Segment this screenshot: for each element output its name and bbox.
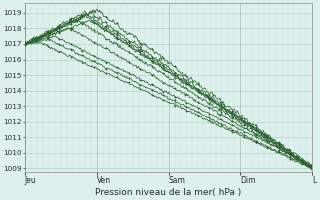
X-axis label: Pression niveau de la mer( hPa ): Pression niveau de la mer( hPa ) bbox=[95, 188, 242, 197]
